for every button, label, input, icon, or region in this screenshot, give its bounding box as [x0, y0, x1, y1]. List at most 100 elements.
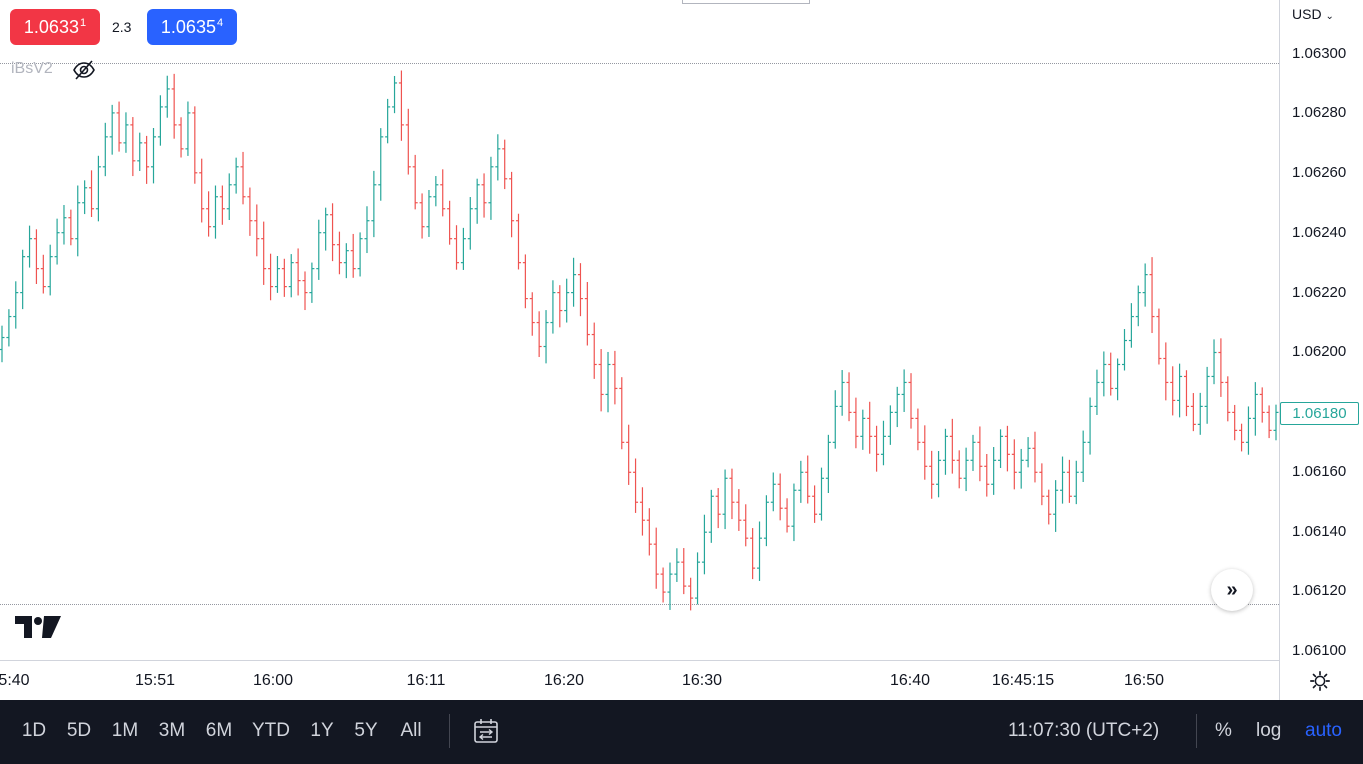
ohlc-bar [701, 514, 707, 575]
ohlc-bar [887, 405, 893, 445]
time-tick-label: 16:50 [1123, 672, 1165, 689]
ohlc-bar [137, 132, 143, 172]
ohlc-bar [20, 249, 26, 310]
ohlc-bar [1245, 406, 1251, 455]
ohlc-bar [1211, 339, 1217, 385]
eye-off-icon[interactable] [72, 58, 96, 82]
ohlc-bar [722, 469, 728, 530]
bid-price: 1.0633 [23, 16, 79, 37]
time-tick-label: 16:00 [252, 672, 294, 689]
auto-scale-button[interactable]: auto [1305, 720, 1342, 741]
chart-area[interactable]: 1.0633 1 2.3 1.0635 4 iBsV2 » [0, 0, 1279, 660]
ohlc-bar [130, 117, 136, 177]
ohlc-bar [812, 485, 818, 523]
buy-quote-button[interactable]: 1.0635 4 [147, 9, 237, 45]
ohlc-bar [102, 122, 108, 177]
timezone-clock[interactable]: 11:07:30 (UTC+2) [1008, 720, 1160, 741]
ohlc-bar [956, 450, 962, 489]
chevron-down-icon: ⌄ [1325, 11, 1334, 22]
price-tick-label: 1.06200 [1292, 343, 1347, 360]
last-price-label: 1.06180 [1280, 402, 1359, 425]
ohlc-bar [1032, 431, 1038, 483]
currency-selector[interactable]: USD ⌄ [1292, 6, 1334, 22]
ohlc-bar [991, 447, 997, 495]
top-collapse-tab[interactable] [682, 0, 810, 4]
ohlc-bar [1066, 459, 1072, 503]
ohlc-bar [908, 373, 914, 429]
ohlc-bar [1094, 369, 1100, 415]
ohlc-bar [488, 156, 494, 220]
ohlc-bar [942, 428, 948, 475]
toolbar-separator [449, 714, 450, 748]
ohlc-bar [474, 178, 480, 224]
ohlc-bar [715, 488, 721, 529]
toolbar-separator [1196, 714, 1197, 748]
ohlc-bar [47, 244, 53, 296]
ohlc-bar [763, 495, 769, 547]
ohlc-bar [6, 309, 12, 347]
ohlc-bar [591, 322, 597, 379]
range-button-ytd[interactable]: YTD [252, 720, 290, 741]
calendar-range-icon[interactable] [473, 717, 499, 745]
ohlc-bar [832, 390, 838, 449]
log-scale-button[interactable]: log [1256, 720, 1282, 741]
ohlc-bar [1204, 366, 1210, 424]
scroll-to-realtime-button[interactable]: » [1211, 569, 1253, 611]
ohlc-bars [0, 70, 1279, 611]
price-axis[interactable]: USD ⌄ 1.06300 1.06280 1.06260 1.06240 1.0622… [1279, 0, 1363, 700]
range-button-3m[interactable]: 3M [158, 720, 186, 741]
ohlc-bar [674, 548, 680, 582]
sell-quote-button[interactable]: 1.0633 1 [10, 9, 100, 45]
time-axis[interactable]: 5:40 15:51 16:00 16:11 16:20 16:30 16:40 16:45:… [0, 660, 1279, 700]
ohlc-bar [736, 489, 742, 531]
ohlc-bar [1259, 387, 1265, 423]
ohlc-bar [1177, 363, 1183, 418]
ohlc-bar [536, 311, 542, 358]
ohlc-bar [550, 280, 556, 334]
ohlc-bar [557, 285, 563, 328]
ohlc-bar [571, 257, 577, 307]
ohlc-bar [825, 434, 831, 494]
ohlc-bar [1108, 352, 1114, 396]
currency-label: USD [1292, 6, 1322, 22]
range-button-5y[interactable]: 5Y [354, 720, 378, 741]
ohlc-bar [502, 139, 508, 190]
range-button-5d[interactable]: 5D [66, 720, 92, 741]
ohlc-bar [343, 243, 349, 279]
ohlc-bar [254, 204, 260, 257]
ohlc-bar [936, 451, 942, 498]
ohlc-bar [639, 487, 645, 536]
ohlc-bar [915, 408, 921, 451]
range-button-1m[interactable]: 1M [111, 720, 139, 741]
ohlc-bar [199, 158, 205, 223]
ohlc-bar [894, 386, 900, 428]
ohlc-bar [240, 151, 246, 205]
ohlc-bar [330, 203, 336, 262]
percent-scale-button[interactable]: % [1215, 720, 1232, 741]
low-price-line [0, 604, 1279, 605]
time-tick-label: 5:40 [0, 672, 30, 689]
range-button-all[interactable]: All [400, 720, 422, 741]
range-button-6m[interactable]: 6M [205, 720, 233, 741]
range-button-1y[interactable]: 1Y [310, 720, 334, 741]
ohlc-bar [281, 258, 287, 297]
ohlc-bar [1060, 456, 1066, 504]
ohlc-bar [89, 170, 95, 217]
gear-icon[interactable] [1309, 670, 1331, 692]
ohlc-bar [1115, 358, 1121, 401]
ohlc-bar [860, 409, 866, 450]
ohlc-bar [1218, 338, 1224, 397]
ohlc-bar [529, 292, 535, 336]
ohlc-bar [660, 567, 666, 603]
ohlc-bar [398, 70, 404, 141]
ohlc-bar [185, 101, 191, 156]
ask-price: 1.0635 [160, 16, 216, 37]
spread-value: 2.3 [112, 19, 132, 35]
ohlc-bar [274, 256, 280, 293]
ohlc-bar [963, 447, 969, 492]
ohlc-bar [309, 262, 315, 303]
ohlc-bar [626, 424, 632, 485]
range-button-1d[interactable]: 1D [21, 720, 47, 741]
high-price-line [0, 63, 1279, 64]
ohlc-bar [633, 458, 639, 513]
